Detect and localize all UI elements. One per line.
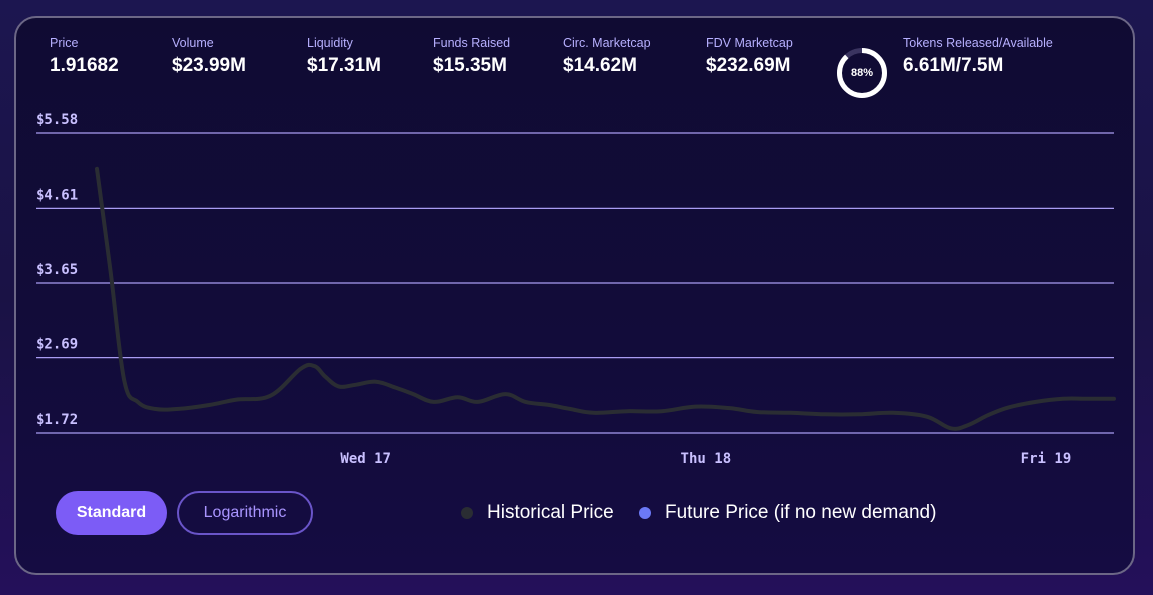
tokens-percent: 88% — [850, 67, 874, 79]
tokens-progress-ring: 88% — [835, 46, 889, 100]
historical-dot-icon — [461, 507, 473, 519]
legend-future: Future Price (if no new demand) — [639, 502, 936, 524]
y-tick-label: $3.65 — [36, 262, 78, 278]
price-chart: $5.58 $4.61 $3.65 $2.69 $1.72 Wed 17 Thu 18 Fri… — [36, 112, 1116, 467]
stat-volume-value: $23.99M — [172, 55, 246, 76]
y-tick-label: $5.58 — [36, 112, 78, 128]
stat-fdv-marketcap-label: FDV Marketcap — [706, 36, 793, 50]
stat-volume: Volume $23.99M — [172, 36, 246, 77]
x-tick-label: Fri 19 — [1021, 451, 1072, 467]
future-dot-icon — [639, 507, 651, 519]
stat-price-value: 1.91682 — [50, 55, 119, 76]
x-tick-label: Wed 17 — [340, 451, 391, 467]
stat-tokens-value: 6.61M/7.5M — [903, 55, 1004, 76]
historical-price-line — [95, 166, 1116, 431]
legend-historical: Historical Price — [461, 502, 614, 524]
stat-funds-raised-value: $15.35M — [433, 55, 507, 76]
stat-fdv-marketcap-value: $232.69M — [706, 55, 791, 76]
stat-funds-raised: Funds Raised $15.35M — [433, 36, 510, 77]
stat-liquidity-label: Liquidity — [307, 36, 353, 50]
y-tick-label: $4.61 — [36, 187, 78, 203]
stat-circ-marketcap-label: Circ. Marketcap — [563, 36, 651, 50]
stat-tokens: Tokens Released/Available 6.61M/7.5M — [903, 36, 1053, 77]
stat-funds-raised-label: Funds Raised — [433, 36, 511, 50]
stat-price: Price 1.91682 — [50, 36, 119, 77]
legend-historical-label: Historical Price — [487, 502, 614, 523]
stat-circ-marketcap: Circ. Marketcap $14.62M — [563, 36, 651, 77]
x-tick-label: Thu 18 — [681, 451, 732, 467]
stat-liquidity-value: $17.31M — [307, 55, 381, 76]
y-tick-label: $1.72 — [36, 412, 78, 428]
stat-circ-marketcap-value: $14.62M — [563, 55, 637, 76]
stat-liquidity: Liquidity $17.31M — [307, 36, 381, 77]
standard-scale-button[interactable]: Standard — [56, 491, 167, 535]
legend-future-label: Future Price (if no new demand) — [665, 502, 937, 523]
stat-price-label: Price — [50, 36, 79, 50]
progress-ring-arc — [837, 48, 887, 98]
y-tick-label: $2.69 — [36, 337, 78, 353]
stat-fdv-marketcap: FDV Marketcap $232.69M — [706, 36, 793, 77]
stat-tokens-label: Tokens Released/Available — [903, 36, 1053, 50]
progress-ring-icon — [837, 48, 887, 98]
logarithmic-scale-button[interactable]: Logarithmic — [177, 491, 313, 535]
price-card — [14, 16, 1135, 575]
stat-volume-label: Volume — [172, 36, 214, 50]
